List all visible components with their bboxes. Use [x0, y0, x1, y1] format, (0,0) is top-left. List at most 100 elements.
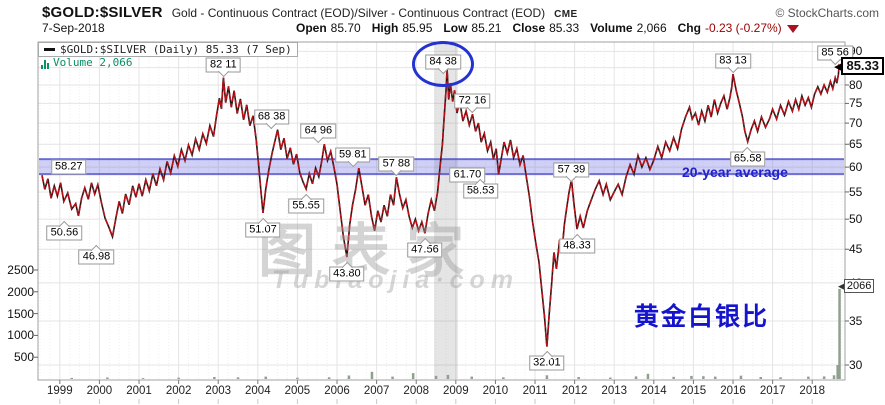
price-callout: 68.38: [253, 109, 290, 129]
y-axis-price-label: 30: [849, 358, 863, 372]
gold-silver-ratio-chinese-label: 黄金白银比: [634, 303, 770, 331]
price-callout: 57.88: [378, 156, 415, 177]
price-callout: 65.58: [729, 146, 766, 167]
left-arrow-icon: ◀: [838, 280, 845, 291]
last-volume-box: ◀ 2066: [838, 279, 875, 293]
price-callout: 72.16: [454, 93, 491, 114]
x-axis-year-label: 2017: [759, 385, 786, 397]
price-callout: 51.07: [245, 217, 281, 238]
price-callout: 47.56: [407, 238, 443, 258]
x-axis-year-label: 2011: [522, 385, 548, 397]
price-callout: 58.53: [462, 179, 499, 199]
stat-label: Low: [443, 21, 468, 35]
stat-value: 85.33: [549, 21, 580, 35]
x-axis-year-label: 2005: [284, 385, 311, 397]
stat-high: High 85.95: [372, 21, 433, 35]
volume-bars-icon: [41, 60, 49, 69]
price-callout: 50.56: [46, 220, 83, 241]
x-axis-year-label: 2007: [363, 385, 390, 397]
x-axis-year-label: 2008: [403, 385, 430, 397]
y-axis-price-label: 45: [849, 242, 863, 257]
price-callout: 43.80: [329, 261, 365, 282]
volume-legend-label: Volume 2,066: [53, 56, 133, 69]
price-callout: 58.27: [51, 159, 87, 175]
price-callout: 64.96: [300, 123, 337, 144]
x-axis-year-label: 2002: [165, 385, 192, 397]
exchange-label: CME: [554, 9, 578, 20]
symbol-title: $GOLD:$SILVER: [42, 4, 163, 21]
symbol-description: Gold - Continuous Contract (EOD)/Silver …: [171, 6, 546, 20]
y-axis-price-label: 55: [849, 184, 863, 199]
y-axis-price-label: 50: [849, 212, 863, 227]
watermark-subtext: Tubiaojia·com: [272, 266, 520, 294]
price-callout: 46.98: [78, 244, 115, 265]
y-axis-volume-label: 1000: [7, 328, 34, 343]
y-axis-price-label: 35: [849, 313, 863, 328]
average-band-label: 20-year average: [682, 164, 788, 180]
stat-label: Open: [296, 21, 327, 35]
stat-low: Low 85.21: [443, 21, 501, 35]
stat-label: Volume: [590, 21, 633, 35]
left-arrow-icon: ◀: [834, 60, 843, 73]
stat-volume: Volume 2,066: [590, 21, 666, 35]
stat-value: 85.70: [330, 21, 361, 35]
x-axis-year-label: 2013: [601, 385, 628, 397]
y-axis-volume-label: 500: [13, 350, 34, 365]
y-axis-price-label: 75: [849, 96, 863, 111]
stat-value: -0.23 (-0.27%): [704, 21, 782, 35]
price-callout: 59.81: [335, 147, 371, 168]
stat-value: 85.21: [471, 21, 502, 35]
x-axis-year-label: 2018: [799, 385, 826, 397]
date-label: 7-Sep-2018: [42, 21, 105, 35]
price-callout: 84.38: [425, 54, 461, 74]
y-axis-price-label: 80: [849, 77, 863, 92]
quote-stats-row: Open 85.70 High 85.95 Low 85.21 Close 85.33 Volu…: [296, 21, 799, 35]
x-axis-year-label: 2006: [324, 385, 350, 397]
x-axis-year-label: 2003: [205, 385, 232, 397]
x-axis-year-label: 2001: [126, 385, 152, 397]
price-callout: 32.01: [529, 351, 565, 371]
y-axis-volume-label: 2000: [7, 284, 34, 299]
x-axis-year-label: 2015: [680, 385, 707, 397]
x-axis-year-label: 2010: [482, 385, 509, 397]
stat-value: 2,066: [636, 21, 667, 35]
price-callout: 57.39: [553, 162, 590, 182]
price-callout: 55.55: [288, 193, 324, 214]
x-axis-year-label: 2000: [86, 385, 113, 397]
last-price-value: 85.33: [841, 57, 885, 75]
y-axis-price-label: 70: [849, 116, 863, 131]
x-axis-year-label: 2009: [443, 385, 469, 397]
y-axis-volume-label: 2500: [7, 263, 34, 277]
stat-close: Close 85.33: [512, 21, 579, 35]
stat-label: Chg: [677, 21, 701, 35]
price-callout: 61.70: [449, 167, 486, 183]
price-callout: 82.11: [206, 57, 241, 77]
change-down-triangle-icon: [786, 24, 799, 33]
price-callout: 48.33: [559, 233, 595, 254]
stat-label: High: [371, 21, 399, 35]
stat-value: 85.95: [402, 21, 433, 35]
price-callout: 83.13: [715, 53, 751, 74]
stat-chg: Chg -0.23 (-0.27%): [678, 21, 799, 35]
last-volume-value: 2066: [843, 279, 875, 293]
x-axis-year-label: 2016: [720, 385, 746, 397]
stat-open: Open 85.70: [296, 21, 361, 35]
stat-label: Close: [512, 21, 546, 35]
header-line-1: $GOLD:$SILVER Gold - Continuous Contract…: [42, 4, 879, 21]
volume-legend: Volume 2,066: [41, 57, 132, 69]
price-legend-box: $GOLD:$SILVER (Daily) 85.33 (7 Sep): [38, 42, 298, 57]
x-axis-year-label: 1999: [47, 385, 73, 397]
x-axis-year-label: 2014: [641, 385, 667, 397]
y-axis-price-label: 60: [849, 160, 863, 175]
stockcharts-copyright-link[interactable]: © StockCharts.com: [775, 6, 879, 20]
y-axis-volume-label: 1500: [7, 306, 34, 321]
x-axis-year-label: 2012: [561, 385, 588, 397]
y-axis-price-label: 65: [849, 137, 863, 152]
last-price-box: ◀ 85.33: [834, 57, 885, 75]
price-callout: 85.56: [817, 45, 853, 65]
x-axis-year-label: 2004: [245, 385, 271, 397]
price-legend-label: $GOLD:$SILVER (Daily) 85.33 (7 Sep): [60, 43, 292, 56]
